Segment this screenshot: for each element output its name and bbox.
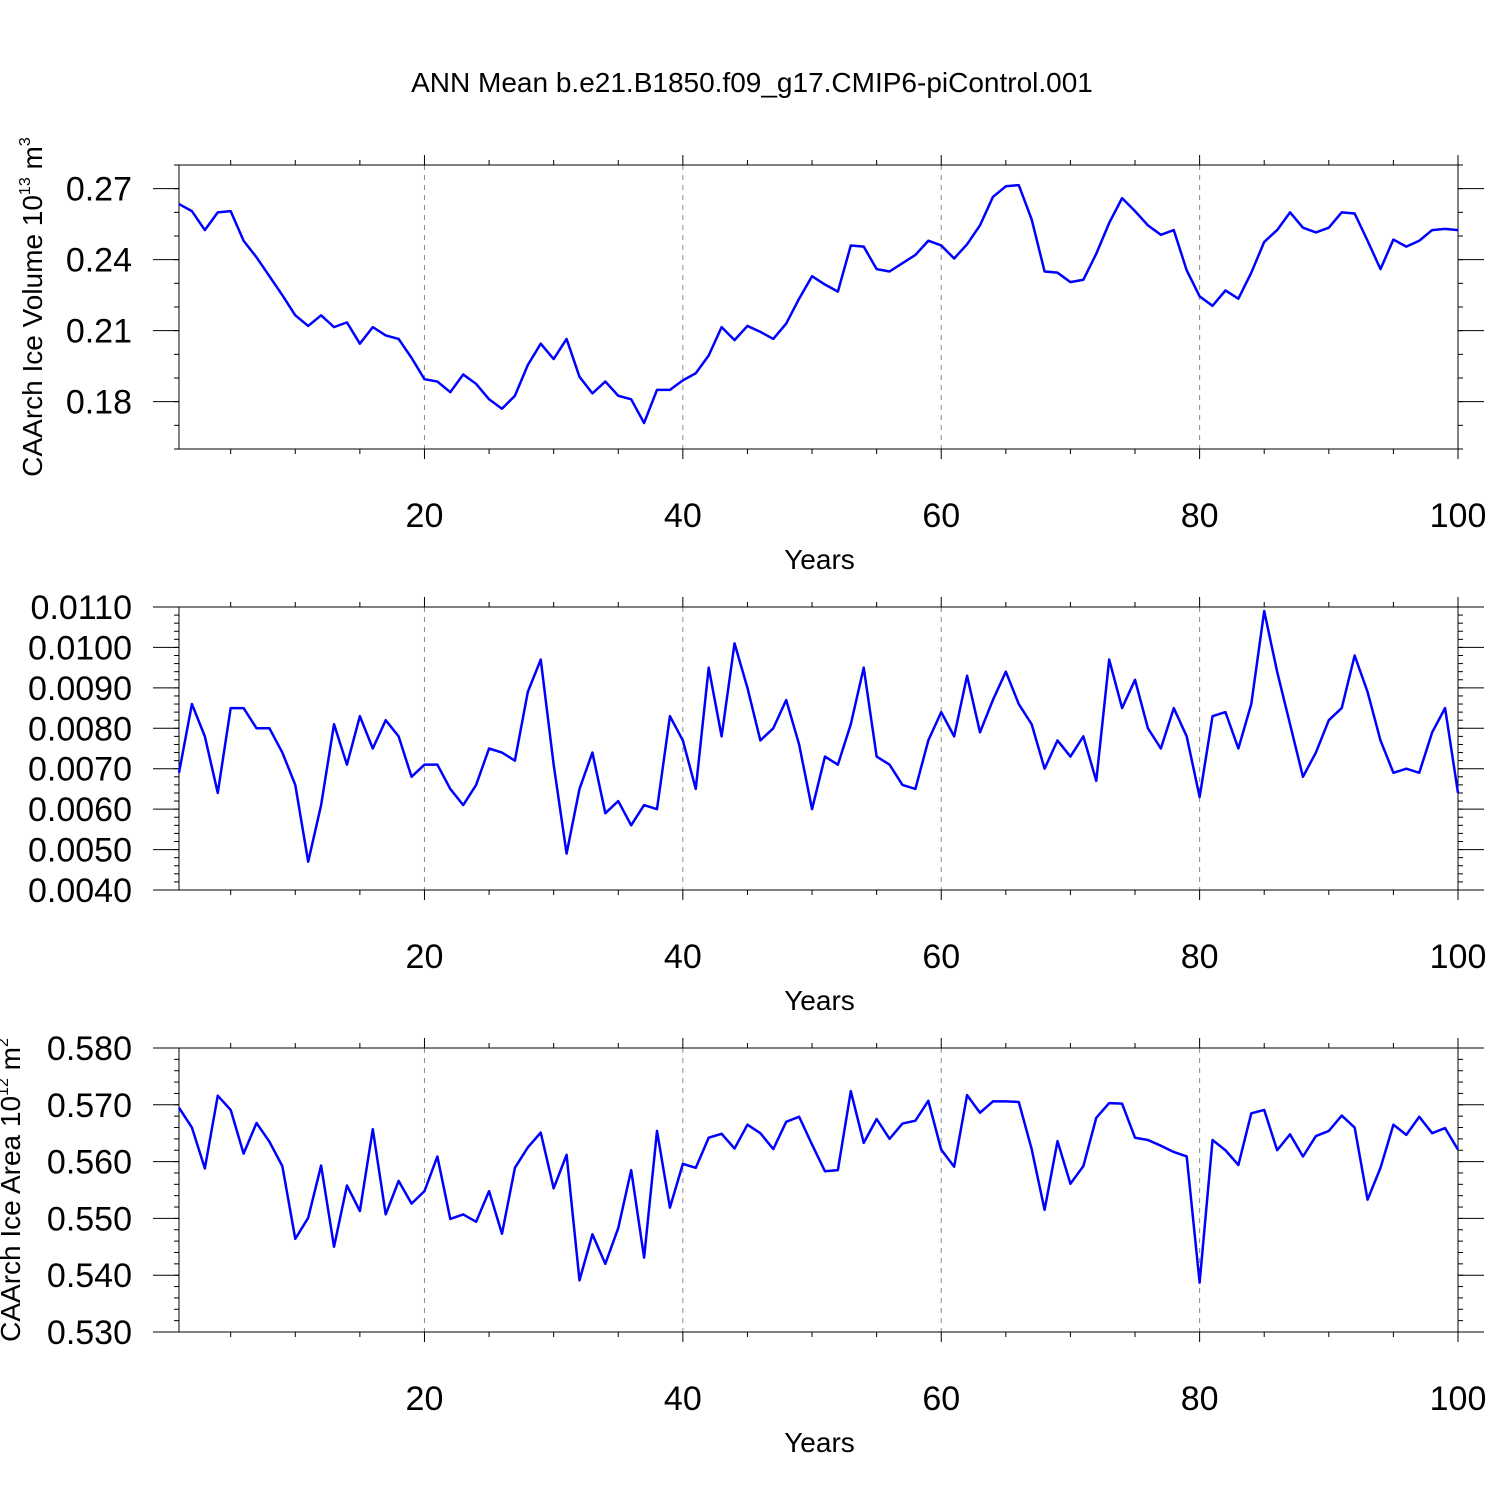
x-tick-label: 100 xyxy=(1430,938,1487,976)
y-tick-label: 0.21 xyxy=(66,313,132,351)
y-tick-label: 0.0080 xyxy=(28,710,132,748)
series-line xyxy=(178,183,1459,425)
y-tick-label: 0.550 xyxy=(47,1200,132,1238)
x-tick-label: 20 xyxy=(406,938,444,976)
y-axis-label: CAArch Ice Area 1012 m2 xyxy=(0,1038,26,1342)
panel-ice-area: 20 40 60 80 100 0.530 0.540 0.550 0.560 0.570 0.58… xyxy=(0,1030,1486,1458)
y-tick-label: 0.0050 xyxy=(28,832,132,870)
y-tick-label: 0.0070 xyxy=(28,751,132,789)
y-tick-label: 0.0060 xyxy=(28,791,132,829)
y-tick-label: 0.0090 xyxy=(28,670,132,708)
y-tick-label: 0.0110 xyxy=(31,589,132,627)
plot-frame xyxy=(178,1047,1459,1333)
x-tick-label: 40 xyxy=(664,938,702,976)
y-tick-label: 0.540 xyxy=(47,1257,132,1295)
plot-frame xyxy=(178,164,1459,450)
plot-frame xyxy=(178,606,1459,891)
x-tick-label: 80 xyxy=(1181,1380,1219,1418)
x-axis-label: Years xyxy=(784,985,855,1016)
y-tick-label: 0.0040 xyxy=(28,872,132,910)
x-axis-label: Years xyxy=(784,544,855,575)
y-tick-label: 0.27 xyxy=(66,171,132,209)
y-axis-label: CAArch Ice Volume 1013 m3 xyxy=(17,137,48,477)
x-tick-label: 100 xyxy=(1430,497,1487,535)
x-tick-label: 40 xyxy=(664,497,702,535)
y-axis-label: CAArch Snow Volume 1013 m3 xyxy=(0,562,4,934)
y-tick-label: 0.560 xyxy=(47,1144,132,1182)
y-tick-label: 0.18 xyxy=(66,384,132,422)
series-line xyxy=(177,1089,1460,1284)
x-tick-label: 60 xyxy=(922,1380,960,1418)
x-tick-label: 20 xyxy=(406,497,444,535)
chart-title: ANN Mean b.e21.B1850.f09_g17.CMIP6-piCon… xyxy=(411,67,1093,98)
y-tick-label: 0.24 xyxy=(66,242,132,280)
y-tick-label: 0.0100 xyxy=(28,629,132,667)
panel-snow-volume: 20 40 60 80 100 0.00400.00500.00600.00700.008… xyxy=(0,562,1487,1016)
x-tick-label: 100 xyxy=(1430,1380,1487,1418)
x-tick-label: 60 xyxy=(922,497,960,535)
y-tick-label: 0.570 xyxy=(47,1087,132,1125)
x-axis-label: Years xyxy=(784,1427,855,1458)
x-tick-label: 60 xyxy=(922,938,960,976)
x-tick-label: 80 xyxy=(1181,938,1219,976)
y-tick-label: 0.580 xyxy=(47,1030,132,1068)
series-line xyxy=(177,609,1460,863)
x-tick-label: 20 xyxy=(406,1380,444,1418)
panel-ice-volume: 20 40 60 80 100 0.18 0.21 0.24 0.27 Years CAArch I… xyxy=(17,137,1486,575)
x-tick-label: 80 xyxy=(1181,497,1219,535)
x-tick-label: 40 xyxy=(664,1380,702,1418)
y-tick-label: 0.530 xyxy=(47,1314,132,1352)
